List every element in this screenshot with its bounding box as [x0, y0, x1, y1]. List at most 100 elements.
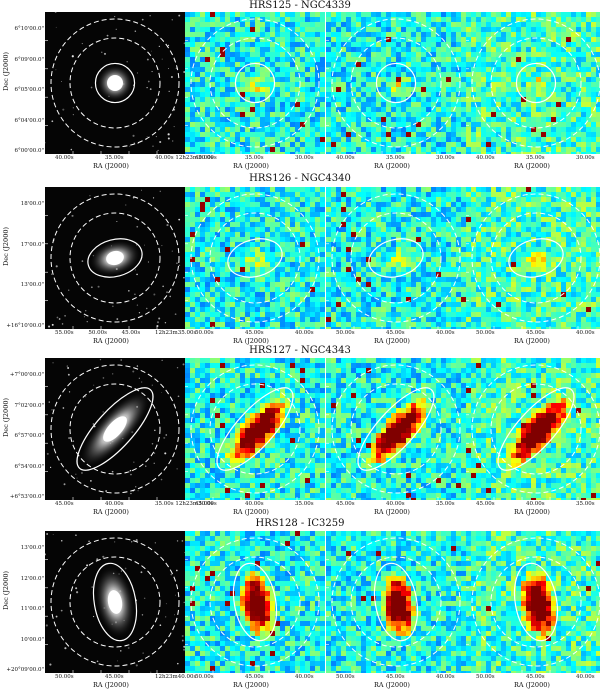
x-tick-label: 40.00s — [576, 330, 595, 336]
x-tick-label: 50.00s — [476, 674, 495, 680]
heatmap-panel — [326, 358, 466, 500]
y-tick-label: 6°05'00.0" — [0, 87, 44, 93]
x-tick-label: 40.00s — [295, 674, 314, 680]
x-tick-label: 50.00s — [195, 330, 214, 336]
x-axis-label: RA (J2000) — [374, 162, 410, 170]
heatmap-panel — [466, 358, 600, 500]
x-tick-label: 40.00s — [576, 674, 595, 680]
y-tick-label: 18'00.0" — [0, 201, 44, 207]
y-tick-label: 17'00.0" — [0, 242, 44, 248]
x-tick-label: 40.00s — [386, 501, 405, 507]
y-tick-label: 7°02'00.0" — [0, 403, 44, 409]
x-tick-label: 40.00s — [476, 155, 495, 161]
heatmap-panel — [326, 12, 466, 154]
x-axis-label: RA (J2000) — [93, 337, 129, 345]
y-tick-label: 10'00.0" — [0, 637, 44, 643]
x-axis-label: RA (J2000) — [233, 162, 269, 170]
x-tick-label: 35.00s — [576, 501, 595, 507]
row-title: HRS128 - IC3259 — [0, 518, 600, 530]
x-axis-label: RA (J2000) — [93, 508, 129, 516]
y-tick-label: 6°00'00.0" — [0, 148, 44, 154]
row-title: HRS127 - NGC4343 — [0, 345, 600, 357]
optical-image-panel — [45, 12, 185, 154]
heatmap-panel — [466, 531, 600, 673]
y-tick-label: 6°10'00.0" — [0, 26, 44, 32]
x-tick-label: 45.00s — [476, 501, 495, 507]
heatmap-panel — [185, 187, 325, 329]
heatmap-panel — [326, 187, 466, 329]
optical-image-panel — [45, 531, 185, 673]
x-tick-label: 50.00s — [336, 330, 355, 336]
x-tick-label: 12h23m35.00s — [155, 330, 196, 336]
x-tick-label: 50.00s — [336, 674, 355, 680]
x-axis-label: RA (J2000) — [514, 508, 550, 516]
y-tick-label: +6°53'00.0" — [0, 494, 44, 500]
x-axis-label: RA (J2000) — [93, 681, 129, 689]
x-tick-label: 35.00s — [526, 155, 545, 161]
x-tick-label: 40.00s — [105, 501, 124, 507]
optical-image-panel — [45, 358, 185, 500]
x-axis-label: RA (J2000) — [233, 508, 269, 516]
x-tick-label: 45.00s — [336, 501, 355, 507]
y-tick-label: 12'00.0" — [0, 576, 44, 582]
heatmap-panel — [466, 187, 600, 329]
x-tick-label: 50.00s — [88, 330, 107, 336]
y-tick-label: 6°54'00.0" — [0, 464, 44, 470]
x-tick-label: 35.00s — [105, 155, 124, 161]
heatmap-panel — [466, 12, 600, 154]
x-tick-label: 45.00s — [195, 501, 214, 507]
x-tick-label: 55.00s — [55, 330, 74, 336]
x-tick-label: 45.00s — [245, 330, 264, 336]
x-axis-label: RA (J2000) — [514, 681, 550, 689]
y-tick-label: 6°57'00.0" — [0, 433, 44, 439]
x-axis-label: RA (J2000) — [374, 681, 410, 689]
x-tick-label: 40.00s — [526, 501, 545, 507]
x-tick-label: 30.00s — [576, 155, 595, 161]
x-axis-label: RA (J2000) — [374, 508, 410, 516]
x-tick-label: 45.00s — [105, 674, 124, 680]
x-tick-label: 40.00s — [336, 155, 355, 161]
x-axis-label: RA (J2000) — [233, 337, 269, 345]
x-axis-label: RA (J2000) — [514, 162, 550, 170]
x-tick-label: 40.00s — [245, 501, 264, 507]
x-tick-label: 45.00s — [122, 330, 141, 336]
heatmap-panel — [185, 358, 325, 500]
x-tick-label: 40.00s — [195, 155, 214, 161]
x-tick-label: 50.00s — [55, 674, 74, 680]
x-axis-label: RA (J2000) — [374, 337, 410, 345]
y-tick-label: +7°00'00.0" — [0, 372, 44, 378]
x-tick-label: 40.00s — [436, 330, 455, 336]
y-tick-label: 13'00.0" — [0, 545, 44, 551]
x-axis-label: RA (J2000) — [514, 337, 550, 345]
x-tick-label: 50.00s — [476, 330, 495, 336]
x-tick-label: 45.00s — [386, 330, 405, 336]
x-tick-label: 40.00s — [295, 330, 314, 336]
y-tick-label: +20°09'00.0" — [0, 667, 44, 673]
row-title: HRS125 - NGC4339 — [0, 0, 600, 12]
heatmap-panel — [185, 12, 325, 154]
x-tick-label: 35.00s — [295, 501, 314, 507]
x-tick-label: 45.00s — [386, 674, 405, 680]
x-tick-label: 45.00s — [526, 330, 545, 336]
x-tick-label: 12h23m40.00s — [155, 674, 196, 680]
heatmap-panel — [326, 531, 466, 673]
x-tick-label: 40.00s — [436, 674, 455, 680]
optical-image-panel — [45, 187, 185, 329]
x-tick-label: 30.00s — [295, 155, 314, 161]
x-tick-label: 35.00s — [436, 501, 455, 507]
y-tick-label: 6°09'00.0" — [0, 57, 44, 63]
x-tick-label: 40.00s — [55, 155, 74, 161]
x-tick-label: 45.00s — [55, 501, 74, 507]
x-axis-label: RA (J2000) — [93, 162, 129, 170]
x-tick-label: 45.00s — [526, 674, 545, 680]
x-tick-label: 35.00s — [245, 155, 264, 161]
y-tick-label: 13'00.0" — [0, 282, 44, 288]
y-tick-label: +16°10'00.0" — [0, 323, 44, 329]
y-tick-label: 11'00.0" — [0, 606, 44, 612]
x-tick-label: 45.00s — [245, 674, 264, 680]
x-tick-label: 30.00s — [436, 155, 455, 161]
x-axis-label: RA (J2000) — [233, 681, 269, 689]
heatmap-panel — [185, 531, 325, 673]
y-tick-label: 6°04'00.0" — [0, 118, 44, 124]
x-tick-label: 35.00s — [386, 155, 405, 161]
